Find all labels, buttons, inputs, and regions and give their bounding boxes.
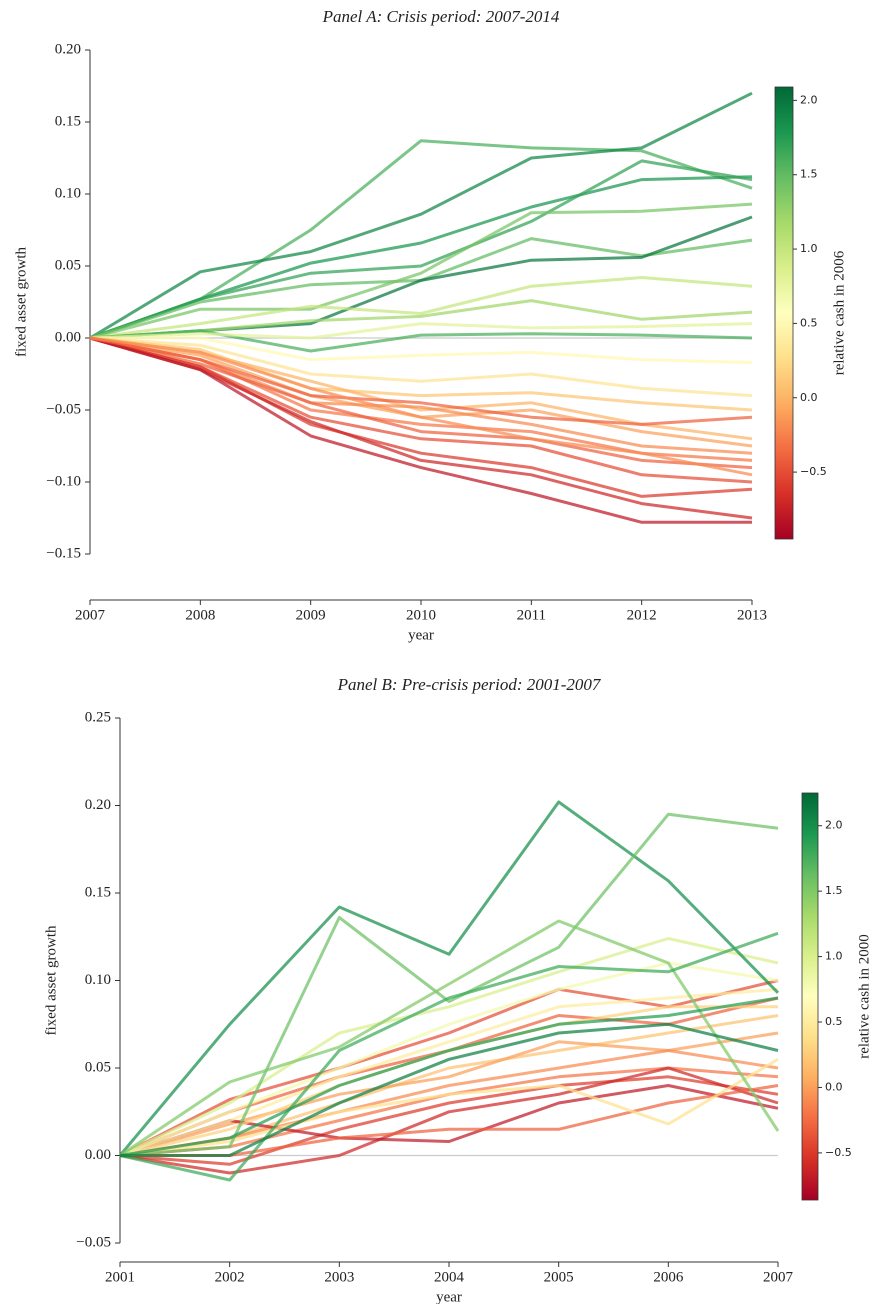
x-tick-label: 2001 xyxy=(105,1269,135,1285)
series-line xyxy=(119,931,779,1182)
colorbar-tick-label: 2.0 xyxy=(825,819,843,832)
y-tick-label: 0.10 xyxy=(55,185,81,201)
colorbar-tick-label: 0.0 xyxy=(800,391,818,404)
colorbar: −0.5 0.0 0.5 1.0 1.5 2.0 xyxy=(801,792,852,1201)
series-line xyxy=(119,937,779,1157)
colorbar-tick-label: 0.0 xyxy=(825,1080,843,1093)
x-tick-label: 2011 xyxy=(517,607,546,623)
colorbar-label: relative cash in 2006 xyxy=(831,250,847,375)
y-tick-label: −0.15 xyxy=(46,545,81,561)
x-tick-label: 2012 xyxy=(627,607,657,623)
y-tick-label: 0.05 xyxy=(85,1059,111,1075)
panel: Panel A: Crisis period: 2007-2014 −0.15 −0… xyxy=(13,7,847,644)
series-line xyxy=(89,329,753,353)
series-line xyxy=(89,336,753,412)
series-line xyxy=(119,1005,778,1157)
colorbar-tick-label: 1.5 xyxy=(800,168,818,181)
y-axis-label: fixed asset growth xyxy=(13,247,29,357)
x-tick-label: 2004 xyxy=(434,1269,465,1285)
series-line xyxy=(119,812,779,1157)
y-tick-label: 0.00 xyxy=(85,1147,111,1163)
series-line xyxy=(89,276,753,340)
y-tick-label: 0.10 xyxy=(85,972,111,988)
y-tick-label: 0.15 xyxy=(85,884,111,900)
series-line xyxy=(118,800,780,1157)
x-tick-label: 2009 xyxy=(296,607,326,623)
series-line xyxy=(89,202,753,340)
series-line xyxy=(89,322,753,340)
x-axis-label: year xyxy=(408,627,434,643)
series-line xyxy=(89,139,753,340)
x-tick-label: 2006 xyxy=(653,1269,684,1285)
series-line xyxy=(119,1084,779,1157)
y-tick-label: 0.15 xyxy=(55,113,81,129)
y-tick-label: 0.05 xyxy=(55,257,81,273)
colorbar-tick-label: −0.5 xyxy=(800,465,827,478)
series-line xyxy=(119,996,779,1157)
x-tick-label: 2013 xyxy=(737,607,767,623)
series-line xyxy=(120,1084,779,1157)
y-tick-label: 0.00 xyxy=(55,329,81,345)
x-axis-label: year xyxy=(436,1289,462,1304)
colorbar-tick-label: 1.0 xyxy=(800,242,818,255)
y-tick-label: 0.20 xyxy=(85,797,111,813)
series-line xyxy=(119,919,780,1157)
colorbar-tick-label: 1.0 xyxy=(825,950,843,963)
series-line xyxy=(119,1058,779,1157)
y-tick-label: −0.05 xyxy=(76,1234,111,1250)
colorbar: −0.5 0.0 0.5 1.0 1.5 2.0 xyxy=(774,86,827,540)
series-line xyxy=(89,336,753,398)
colorbar-scale xyxy=(774,86,794,540)
y-tick-label: −0.10 xyxy=(46,473,81,489)
series-line xyxy=(89,159,753,340)
panel: Panel B: Pre-crisis period: 2001-2007 −0.… xyxy=(43,675,872,1304)
series-line xyxy=(89,336,753,470)
colorbar-label: relative cash in 2000 xyxy=(856,934,872,1059)
colorbar-tick-label: −0.5 xyxy=(825,1146,852,1159)
series-line xyxy=(120,1022,779,1157)
x-tick-label: 2007 xyxy=(75,607,106,623)
x-tick-label: 2003 xyxy=(324,1269,354,1285)
colorbar-scale xyxy=(801,792,819,1201)
colorbar-tick-label: 2.0 xyxy=(800,93,818,106)
series-line xyxy=(89,336,752,524)
chart-title: Panel A: Crisis period: 2007-2014 xyxy=(322,7,560,26)
series-line xyxy=(89,336,753,477)
y-tick-label: 0.20 xyxy=(55,41,81,57)
series-line xyxy=(89,336,753,426)
series-line xyxy=(119,987,779,1157)
colorbar-tick-label: 0.5 xyxy=(800,316,818,329)
series-line xyxy=(119,1075,779,1166)
series-line xyxy=(119,1066,779,1175)
chart-title: Panel B: Pre-crisis period: 2001-2007 xyxy=(337,675,602,694)
series-line xyxy=(89,91,753,340)
x-tick-label: 2002 xyxy=(215,1269,245,1285)
x-tick-label: 2008 xyxy=(185,607,215,623)
x-tick-label: 2010 xyxy=(406,607,436,623)
y-tick-label: −0.05 xyxy=(46,401,81,417)
colorbar-tick-label: 0.5 xyxy=(825,1015,843,1028)
x-tick-label: 2007 xyxy=(763,1269,794,1285)
y-axis-label: fixed asset growth xyxy=(43,925,59,1035)
y-tick-label: 0.25 xyxy=(85,709,111,725)
series-line xyxy=(90,336,753,364)
series-line xyxy=(89,336,753,498)
x-tick-label: 2005 xyxy=(544,1269,574,1285)
colorbar-tick-label: 1.5 xyxy=(825,884,843,897)
